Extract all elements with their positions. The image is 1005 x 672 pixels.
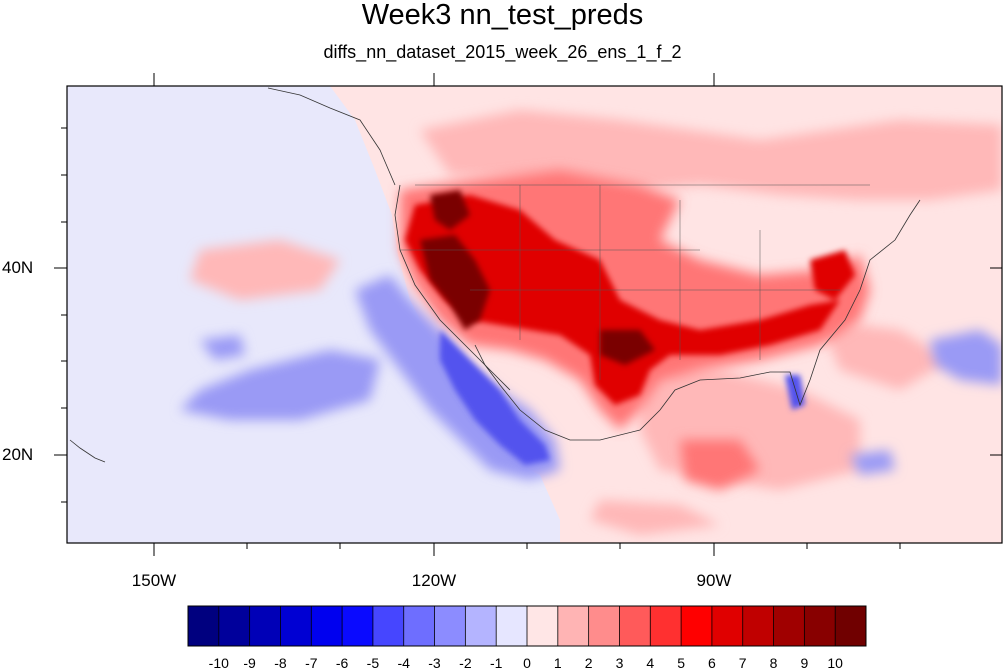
colorbar-swatch: [527, 606, 559, 646]
colorbar-tick-label: -6: [335, 655, 349, 671]
map-plot-area: [67, 86, 1002, 543]
colorbar-tick-label: -8: [274, 655, 287, 671]
colorbar-swatch: [403, 606, 435, 646]
axis-ticks: [54, 73, 1002, 556]
colorbar-swatch: [342, 606, 374, 646]
colorbar-swatch: [557, 606, 589, 646]
colorbar-swatch: [249, 606, 281, 646]
colorbar-tick-label: 2: [584, 655, 593, 671]
colorbar-swatch: [619, 606, 651, 646]
colorbar-tick-label: -7: [305, 655, 318, 671]
colorbar-tick-label: -3: [428, 655, 441, 671]
colorbar: [187, 605, 867, 647]
colorbar-tick-label: 9: [800, 655, 809, 671]
colorbar-swatch: [588, 606, 620, 646]
colorbar-swatch: [434, 606, 466, 646]
lat-label-40n: 40N: [2, 258, 34, 277]
coastlines: [69, 87, 921, 463]
pacific-pale-region: [67, 86, 560, 543]
colorbar-swatch: [835, 606, 867, 646]
colorbar-swatch: [773, 606, 805, 646]
colorbar-swatch: [742, 606, 774, 646]
colorbar-swatch: [280, 606, 312, 646]
colorbar-tick-label: 10: [827, 655, 843, 671]
colorbar-swatch: [496, 606, 528, 646]
colorbar-swatch: [372, 606, 405, 646]
colorbar-tick-label: -2: [459, 655, 472, 671]
colorbar-border: [187, 605, 867, 647]
colorbar-tick-label: 3: [615, 655, 624, 671]
strong-positive-anomaly: [405, 195, 855, 405]
lon-label-120w: 120W: [411, 571, 457, 590]
colorbar-swatch: [465, 606, 497, 646]
colorbar-tick-label: 1: [553, 655, 562, 671]
strong-negative-anomaly: [440, 330, 805, 465]
colorbar-tick-label: -10: [208, 655, 229, 671]
lon-label-150w: 150W: [131, 571, 177, 590]
extreme-positive-anomaly: [420, 190, 655, 365]
colorbar-tick-label: -1: [489, 655, 503, 671]
colorbar-swatch: [188, 606, 220, 646]
colorbar-tick-label: -9: [243, 655, 256, 671]
colorbar-swatch: [804, 606, 836, 646]
colorbar-tick-label: -4: [397, 655, 410, 671]
colorbar-swatch: [218, 606, 250, 646]
lat-label-20n: 20N: [2, 445, 34, 464]
colorbar-tick-label: 8: [769, 655, 778, 671]
map-subtitle: diffs_nn_dataset_2015_week_26_ens_1_f_2: [323, 42, 682, 62]
colorbar-tick-label: 6: [707, 655, 716, 671]
lon-label-90w: 90W: [696, 571, 732, 590]
colorbar-tick-label: 7: [738, 655, 747, 671]
state-borders: [400, 184, 870, 380]
colorbar-swatch: [681, 606, 713, 646]
colorbar-swatch: [711, 606, 744, 646]
colorbar-swatch: [650, 606, 682, 646]
colorbar-tick-label: 4: [646, 655, 655, 671]
colorbar-tick-label: 5: [677, 655, 685, 671]
colorbar-tick-label: 0: [523, 655, 531, 671]
colorbar-tick-label: -5: [366, 655, 380, 671]
map-title: Week3 nn_test_preds: [361, 0, 644, 31]
colorbar-swatch: [311, 606, 343, 646]
